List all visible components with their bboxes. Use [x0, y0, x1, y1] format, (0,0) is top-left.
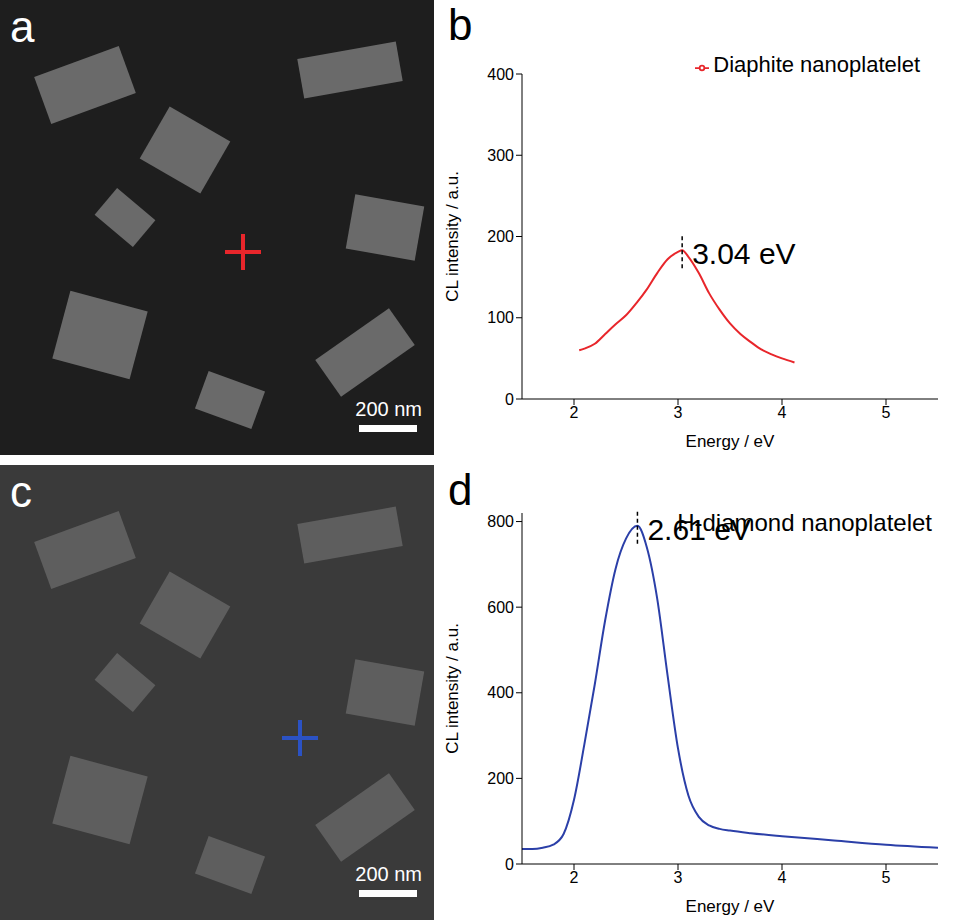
svg-text:2: 2	[570, 869, 579, 886]
svg-text:200: 200	[487, 770, 514, 787]
svg-text:3: 3	[674, 404, 683, 421]
html-text:b: b	[448, 0, 473, 49]
svg-text:3.04 eV: 3.04 eV	[692, 237, 795, 270]
svg-text:100: 100	[487, 309, 514, 326]
svg-text:800: 800	[487, 513, 514, 530]
html-text:a: a	[10, 2, 35, 51]
svg-text:4: 4	[778, 404, 787, 421]
svg-text:400: 400	[487, 684, 514, 701]
svg-text:0: 0	[505, 391, 514, 408]
svg-text:200: 200	[487, 228, 514, 245]
svg-text:300: 300	[487, 147, 514, 164]
svg-text:3: 3	[674, 869, 683, 886]
html-text:200 nm: 200 nm	[355, 863, 422, 885]
svg-text:400: 400	[487, 66, 514, 83]
svg-text:0: 0	[505, 856, 514, 873]
svg-text:Energy / eV: Energy / eV	[686, 897, 775, 916]
svg-text:600: 600	[487, 599, 514, 616]
html-text:d: d	[448, 465, 473, 514]
html-text:c: c	[10, 467, 32, 516]
svg-text:5: 5	[882, 404, 891, 421]
svg-text:Energy / eV: Energy / eV	[686, 432, 775, 451]
svg-text:2: 2	[570, 404, 579, 421]
html-text:200 nm: 200 nm	[355, 398, 422, 420]
svg-text:CL intensity / a.u.: CL intensity / a.u.	[443, 623, 462, 754]
svg-text:4: 4	[778, 869, 787, 886]
html-text:H-diamond nanoplatelet: H-diamond nanoplatelet	[677, 509, 932, 536]
svg-text:CL intensity / a.u.: CL intensity / a.u.	[443, 171, 462, 302]
svg-text:5: 5	[882, 869, 891, 886]
html-text:Diaphite nanoplatelet: Diaphite nanoplatelet	[713, 52, 920, 77]
